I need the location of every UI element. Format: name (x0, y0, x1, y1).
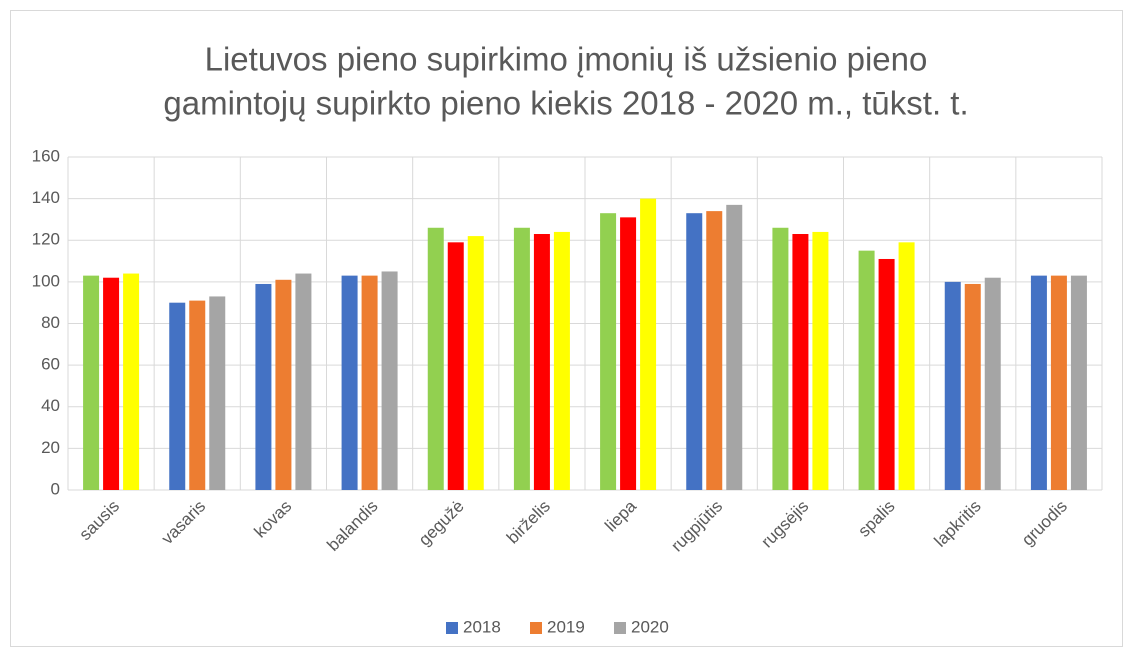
bar (533, 234, 550, 490)
y-tick-label: 140 (32, 188, 60, 207)
bar (600, 213, 617, 490)
legend-label: 2020 (631, 617, 669, 636)
legend-swatch (530, 622, 542, 634)
bar (83, 275, 100, 490)
bar (361, 275, 378, 490)
bar (640, 198, 657, 490)
bar (447, 242, 464, 490)
bar (706, 211, 723, 491)
bar (620, 217, 637, 490)
bar (1070, 275, 1087, 490)
bar (944, 281, 961, 490)
bar (513, 227, 530, 490)
y-tick-label: 20 (41, 438, 60, 457)
bar (772, 227, 789, 490)
y-tick-label: 40 (41, 396, 60, 415)
chart-title: Lietuvos pieno supirkimo įmonių iš užsie… (205, 41, 928, 78)
legend-swatch (446, 622, 458, 634)
bar (103, 277, 120, 490)
bar (467, 236, 484, 490)
bar (1050, 275, 1067, 490)
y-tick-label: 120 (32, 230, 60, 249)
y-tick-label: 100 (32, 271, 60, 290)
bar (858, 250, 875, 490)
bar (878, 258, 895, 490)
y-tick-label: 160 (32, 146, 60, 165)
y-tick-label: 0 (51, 479, 60, 498)
bar (427, 227, 444, 490)
bar (792, 234, 809, 490)
legend-label: 2019 (547, 617, 585, 636)
bar (275, 279, 292, 490)
legend-label: 2018 (463, 617, 501, 636)
y-tick-label: 80 (41, 313, 60, 332)
bar (123, 273, 140, 490)
bar (984, 277, 1001, 490)
y-tick-label: 60 (41, 355, 60, 374)
legend-swatch (614, 622, 626, 634)
bar (553, 231, 570, 491)
bar (381, 271, 398, 490)
bar (189, 300, 206, 490)
bar (812, 231, 829, 491)
bar (209, 296, 226, 490)
bar (1030, 275, 1047, 490)
chart-title: gamintojų supirkto pieno kiekis 2018 - 2… (163, 85, 968, 122)
bar (686, 213, 703, 490)
bar (341, 275, 358, 490)
bar (295, 273, 312, 490)
bar (964, 283, 981, 490)
bar (169, 302, 186, 490)
bar (726, 204, 743, 490)
bar (898, 242, 915, 490)
bar (255, 283, 272, 490)
